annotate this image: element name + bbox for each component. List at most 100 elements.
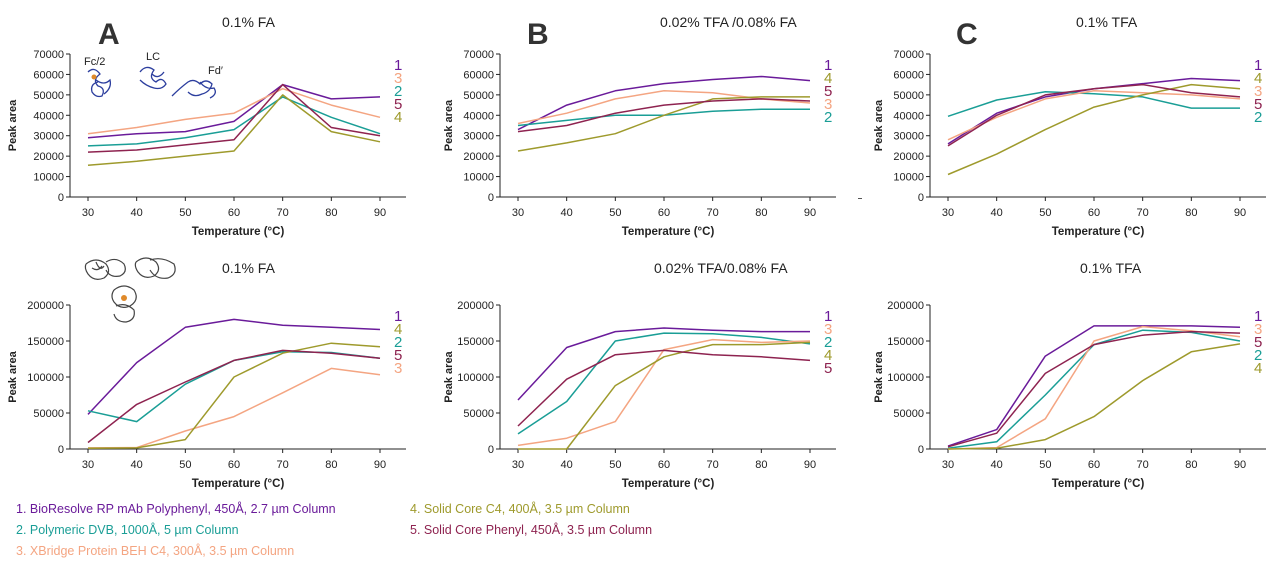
y-tick-label: 50000 bbox=[33, 90, 64, 102]
x-tick-label: 80 bbox=[325, 459, 337, 471]
chart-title: 0.1% FA bbox=[222, 260, 276, 276]
y-tick-label: 150000 bbox=[457, 336, 494, 348]
x-tick-label: 90 bbox=[804, 207, 816, 219]
chart-title: 0.02% TFA /0.08% FA bbox=[660, 14, 797, 30]
x-tick-label: 40 bbox=[131, 207, 143, 219]
fd-fragment-label: Fd′ bbox=[208, 65, 223, 77]
series-number-label-5: 5 bbox=[394, 96, 402, 113]
x-tick-label: 70 bbox=[277, 459, 289, 471]
x-tick-label: 50 bbox=[179, 207, 191, 219]
legend-text-4: 4. Solid Core C4, 400Å, 3.5 µm Column bbox=[410, 502, 630, 516]
y-tick-label: 100000 bbox=[27, 372, 64, 384]
y-tick-label: 70000 bbox=[893, 49, 924, 61]
x-tick-label: 30 bbox=[512, 207, 524, 219]
fc-protein-ribbon bbox=[87, 68, 112, 98]
y-tick-label: 0 bbox=[488, 192, 494, 204]
x-tick-label: 60 bbox=[1088, 459, 1100, 471]
series-number-label-3: 3 bbox=[824, 321, 832, 338]
series-number-label-1: 1 bbox=[394, 308, 402, 325]
series-number-label-5: 5 bbox=[824, 83, 832, 100]
fd-protein-ribbon bbox=[171, 79, 216, 99]
x-tick-label: 90 bbox=[1234, 207, 1246, 219]
series-number-label-2: 2 bbox=[824, 109, 832, 126]
series-number-label-5: 5 bbox=[394, 347, 402, 364]
x-tick-label: 80 bbox=[1185, 207, 1197, 219]
y-axis-label: Peak area bbox=[443, 99, 455, 151]
x-tick-label: 40 bbox=[561, 207, 573, 219]
panel-letter-a: A bbox=[98, 18, 120, 51]
antibody-fragments-illustration: Fc/2 LC Fd′ bbox=[84, 51, 223, 99]
legend-text-1: 1. BioResolve RP mAb Polyphenyl, 450Å, 2… bbox=[16, 502, 336, 516]
y-tick-label: 20000 bbox=[893, 151, 924, 163]
y-axis-label: Peak area bbox=[7, 350, 19, 402]
series-number-label-2: 2 bbox=[1254, 347, 1262, 364]
series-number-label-2: 2 bbox=[824, 334, 832, 351]
series-line-1 bbox=[517, 75, 811, 131]
y-tick-label: 150000 bbox=[887, 336, 924, 348]
x-axis-label: Temperature (°C) bbox=[622, 478, 715, 490]
series-number-label-4: 4 bbox=[394, 321, 402, 338]
x-tick-label: 60 bbox=[658, 207, 670, 219]
series-number-label-2: 2 bbox=[394, 83, 402, 100]
y-tick-label: 50000 bbox=[893, 408, 924, 420]
x-tick-label: 60 bbox=[228, 459, 240, 471]
chart-1: 0.1% FA 0 10000 20000 30000 40000 50000 60000 70… bbox=[7, 14, 406, 238]
x-tick-label: 60 bbox=[228, 207, 240, 219]
y-tick-label: 50000 bbox=[463, 408, 494, 420]
legend-item-1: 1. BioResolve RP mAb Polyphenyl, 450Å, 2… bbox=[16, 502, 336, 516]
series-number-label-5: 5 bbox=[1254, 334, 1262, 351]
series-line-3 bbox=[947, 90, 1241, 141]
chart-title: 0.02% TFA/0.08% FA bbox=[654, 260, 788, 276]
charts-layer: 0.1% FA010000200003000040000500006000070… bbox=[7, 14, 1266, 490]
x-tick-label: 50 bbox=[1039, 459, 1051, 471]
x-tick-label: 30 bbox=[512, 459, 524, 471]
y-axis-label: Peak area bbox=[7, 99, 19, 151]
y-tick-label: 60000 bbox=[463, 69, 494, 81]
series-line-4 bbox=[947, 83, 1241, 176]
y-tick-label: 200000 bbox=[27, 300, 64, 312]
series-line-4 bbox=[87, 342, 381, 450]
y-tick-label: 70000 bbox=[463, 49, 494, 61]
series-number-label-5: 5 bbox=[824, 360, 832, 377]
legend-item-4: 4. Solid Core C4, 400Å, 3.5 µm Column bbox=[410, 502, 630, 516]
y-tick-label: 10000 bbox=[33, 172, 64, 184]
series-line-4 bbox=[947, 343, 1241, 450]
y-tick-label: 0 bbox=[58, 444, 64, 456]
series-line-2 bbox=[517, 332, 811, 435]
legend-item-2: 2. Polymeric DVB, 1000Å, 5 µm Column bbox=[16, 523, 239, 537]
x-tick-label: 90 bbox=[374, 459, 386, 471]
y-tick-label: 40000 bbox=[463, 110, 494, 122]
x-tick-label: 70 bbox=[707, 207, 719, 219]
series-number-label-3: 3 bbox=[1254, 321, 1262, 338]
x-tick-label: 70 bbox=[1137, 459, 1149, 471]
series-number-label-1: 1 bbox=[824, 308, 832, 325]
panel-letter-c: C bbox=[956, 18, 978, 51]
y-tick-label: 40000 bbox=[893, 110, 924, 122]
series-number-label-3: 3 bbox=[394, 70, 402, 87]
separator-tick bbox=[858, 198, 862, 199]
x-tick-label: 70 bbox=[707, 459, 719, 471]
y-tick-label: 60000 bbox=[893, 69, 924, 81]
x-axis-label: Temperature (°C) bbox=[622, 226, 715, 238]
lc-fragment-label: LC bbox=[146, 51, 160, 63]
x-tick-label: 30 bbox=[942, 459, 954, 471]
lc-protein-ribbon bbox=[139, 66, 167, 90]
series-line-5 bbox=[947, 330, 1241, 448]
series-number-label-2: 2 bbox=[1254, 109, 1262, 126]
x-tick-label: 40 bbox=[561, 459, 573, 471]
x-tick-label: 60 bbox=[1088, 207, 1100, 219]
series-number-label-4: 4 bbox=[824, 70, 832, 87]
chart-2: 0.02% TFA /0.08% FA 0 10000 20000 30000 40000… bbox=[443, 14, 836, 238]
x-axis-label: Temperature (°C) bbox=[1052, 478, 1145, 490]
chart-4: 0.1% FA 0 50000 100000 150000 200000 30 40 50 60 7… bbox=[7, 260, 406, 490]
x-axis-label: Temperature (°C) bbox=[192, 226, 285, 238]
x-tick-label: 50 bbox=[179, 459, 191, 471]
y-axis-label: Peak area bbox=[443, 350, 455, 402]
series-line-2 bbox=[517, 108, 810, 127]
y-tick-label: 150000 bbox=[27, 336, 64, 348]
series-line-4 bbox=[517, 96, 810, 152]
series-number-label-4: 4 bbox=[394, 109, 402, 126]
x-tick-label: 80 bbox=[755, 207, 767, 219]
y-tick-label: 0 bbox=[488, 444, 494, 456]
